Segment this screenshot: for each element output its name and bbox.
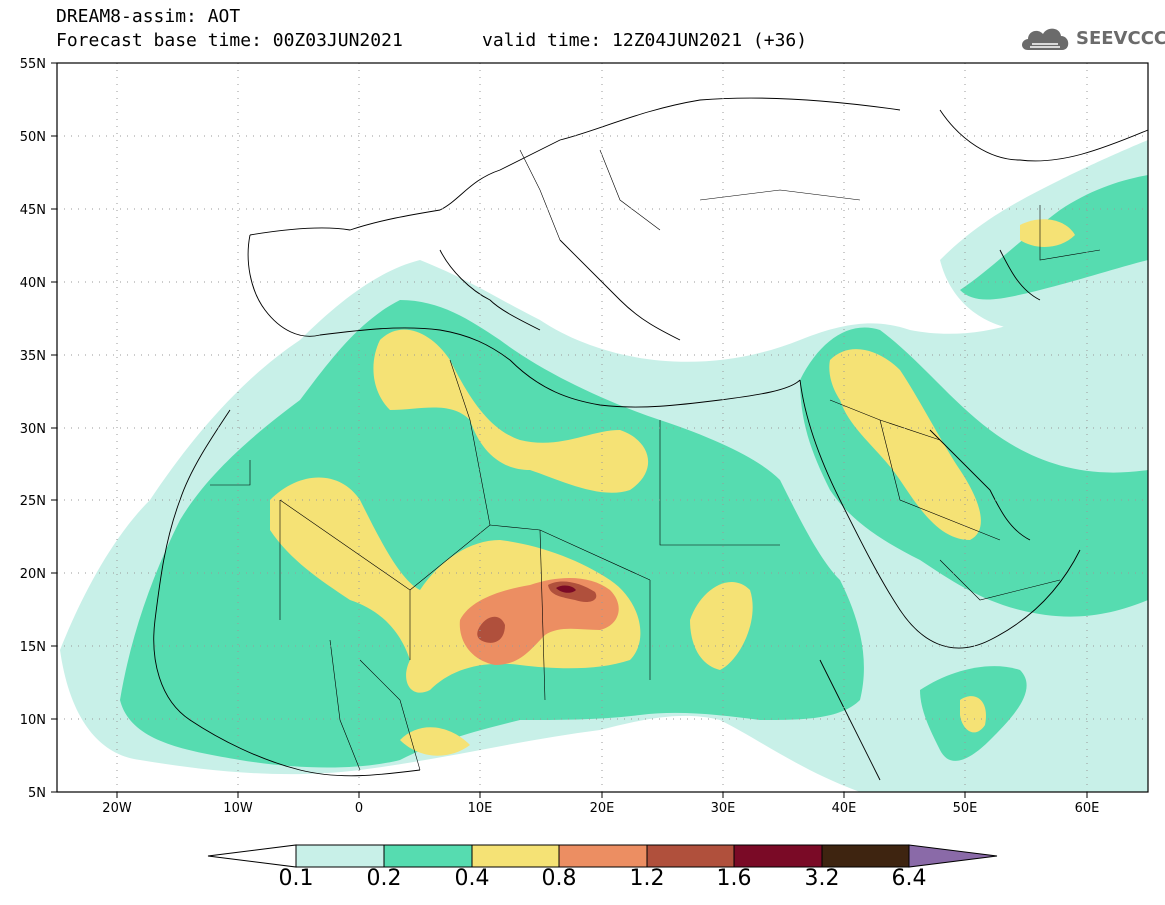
lon-label: 20E <box>590 801 615 816</box>
longitude-labels: 20W 10W 0 10E 20E 30E 40E 50E 60E <box>102 801 1099 816</box>
valid-time: valid time: 12Z04JUN2021 (+36) <box>482 30 808 51</box>
colorbar <box>207 844 998 868</box>
colorbar-label: 0.2 <box>366 866 402 891</box>
aot-band-0.4 <box>270 219 1075 756</box>
cloud-logo-icon <box>1022 28 1069 50</box>
aot-band-1.6 <box>556 585 576 593</box>
colorbar-swatch <box>646 844 735 868</box>
colorbar-label: 3.2 <box>804 866 840 891</box>
lon-label: 50E <box>953 801 978 816</box>
lat-label: 25N <box>20 494 46 509</box>
lon-label: 10W <box>223 801 253 816</box>
colorbar-swatch <box>471 844 560 868</box>
colorbar-high-arrow <box>908 844 998 868</box>
colorbar-label: 0.4 <box>454 866 490 891</box>
graticule <box>57 63 1148 792</box>
colorbar-label: 0.1 <box>278 866 314 891</box>
lat-label: 30N <box>20 422 46 437</box>
colorbar-label: 0.8 <box>541 866 577 891</box>
lon-label: 10E <box>468 801 493 816</box>
lat-label: 15N <box>20 640 46 655</box>
colorbar-label: 6.4 <box>891 866 927 891</box>
colorbar-labels: 0.1 0.2 0.4 0.8 1.2 1.6 3.2 6.4 <box>0 866 1165 896</box>
lon-label: 20W <box>102 801 132 816</box>
colorbar-low-arrow <box>207 844 297 868</box>
lon-label: 40E <box>832 801 857 816</box>
logo-text: SEEVCCC <box>1076 28 1165 49</box>
colorbar-swatch <box>821 844 910 868</box>
lon-label: 0 <box>355 801 363 816</box>
lat-label: 20N <box>20 567 46 582</box>
lat-label: 50N <box>20 130 46 145</box>
forecast-base-time: Forecast base time: 00Z03JUN2021 <box>56 30 403 51</box>
colorbar-label: 1.2 <box>629 866 665 891</box>
colorbar-swatch <box>383 844 473 868</box>
colorbar-swatch <box>733 844 823 868</box>
lat-label: 40N <box>20 276 46 291</box>
lat-label: 5N <box>28 786 46 801</box>
colorbar-swatch <box>295 844 385 868</box>
aot-field <box>57 63 1148 792</box>
lat-label: 55N <box>20 57 46 72</box>
lat-label: 35N <box>20 349 46 364</box>
lat-label: 45N <box>20 203 46 218</box>
axis-ticks <box>51 62 1088 798</box>
latitude-labels: 55N 50N 45N 40N 35N 30N 25N 20N 15N 10N … <box>20 57 46 801</box>
map-title: DREAM8-assim: AOT <box>56 6 241 27</box>
colorbar-swatch <box>558 844 648 868</box>
lon-label: 60E <box>1075 801 1100 816</box>
seevccc-logo: SEEVCCC <box>1018 22 1165 56</box>
lat-label: 10N <box>20 713 46 728</box>
coastlines <box>153 97 1148 781</box>
colorbar-label: 1.6 <box>716 866 752 891</box>
lon-label: 30E <box>711 801 736 816</box>
country-borders <box>210 149 1101 771</box>
